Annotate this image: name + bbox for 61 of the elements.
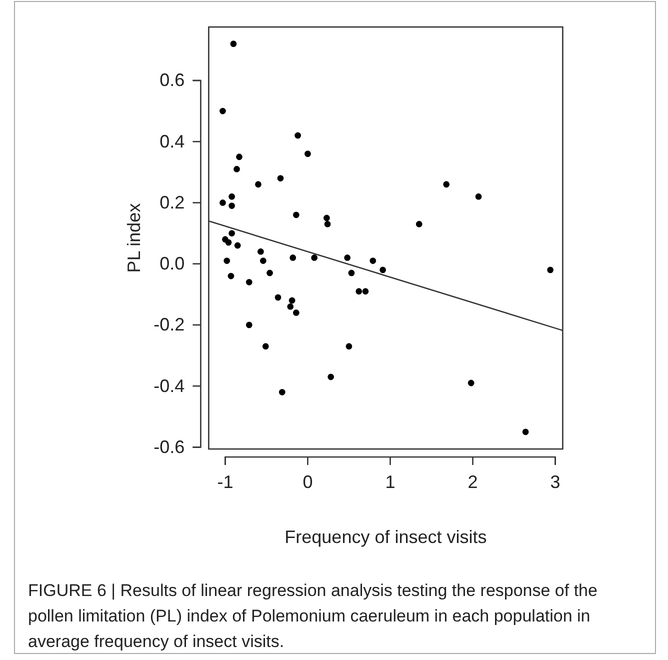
point [278, 388, 286, 396]
point [294, 132, 302, 139]
point [370, 258, 376, 264]
y-tick-label: 0.4 [160, 131, 185, 152]
point [348, 270, 355, 276]
y-tick-label: 0.0 [160, 254, 185, 274]
point [324, 220, 331, 228]
y-tick-label: -0.2 [154, 314, 185, 335]
point [356, 288, 362, 295]
point [292, 310, 300, 316]
y-tick-label: 0.6 [160, 70, 185, 90]
point [220, 108, 226, 114]
y-tick-label: 0.2 [160, 192, 185, 212]
point [468, 380, 474, 386]
point [344, 254, 351, 261]
point [304, 150, 311, 157]
point [274, 294, 282, 301]
point [362, 288, 369, 295]
y-tick-label: -0.6 [154, 436, 185, 457]
point [230, 40, 237, 47]
point [475, 193, 482, 200]
point [228, 230, 235, 236]
point [380, 266, 386, 274]
point [547, 266, 554, 274]
point [416, 220, 422, 228]
x-tick-label: 2 [468, 472, 478, 492]
point [246, 322, 252, 328]
point [228, 272, 234, 280]
point [262, 343, 269, 350]
point [266, 270, 273, 276]
point [257, 248, 264, 255]
point [288, 297, 296, 304]
point [234, 166, 240, 172]
point [522, 428, 529, 436]
point [224, 258, 230, 264]
x-tick-label: 3 [550, 472, 560, 492]
point [324, 214, 330, 222]
point [246, 278, 252, 286]
x-tick-label: 1 [385, 472, 396, 492]
point [260, 258, 266, 264]
caption: FIGURE 6 | Results of linear regression analysis testing the response of the pollen limitation (PL) index of Polemonium caeruleum in each population in average frequency of insect visits. [28, 581, 598, 651]
point [290, 254, 296, 261]
point [346, 343, 352, 350]
point [234, 242, 241, 249]
point [287, 303, 294, 310]
point [225, 239, 232, 246]
point [277, 175, 284, 182]
x-tick-label: 0 [302, 472, 313, 492]
point [311, 254, 318, 261]
point [220, 200, 226, 206]
point [255, 181, 262, 188]
x-tick-label: -1 [217, 472, 234, 492]
y-axis-title: PL index [124, 203, 144, 273]
x-axis-title: Frequency of insect visits [284, 527, 487, 547]
point [228, 193, 235, 200]
point [443, 181, 450, 188]
point [328, 374, 334, 380]
y-tick-label: -0.4 [154, 376, 185, 396]
point [292, 212, 300, 218]
point [236, 154, 242, 160]
point [228, 202, 235, 209]
